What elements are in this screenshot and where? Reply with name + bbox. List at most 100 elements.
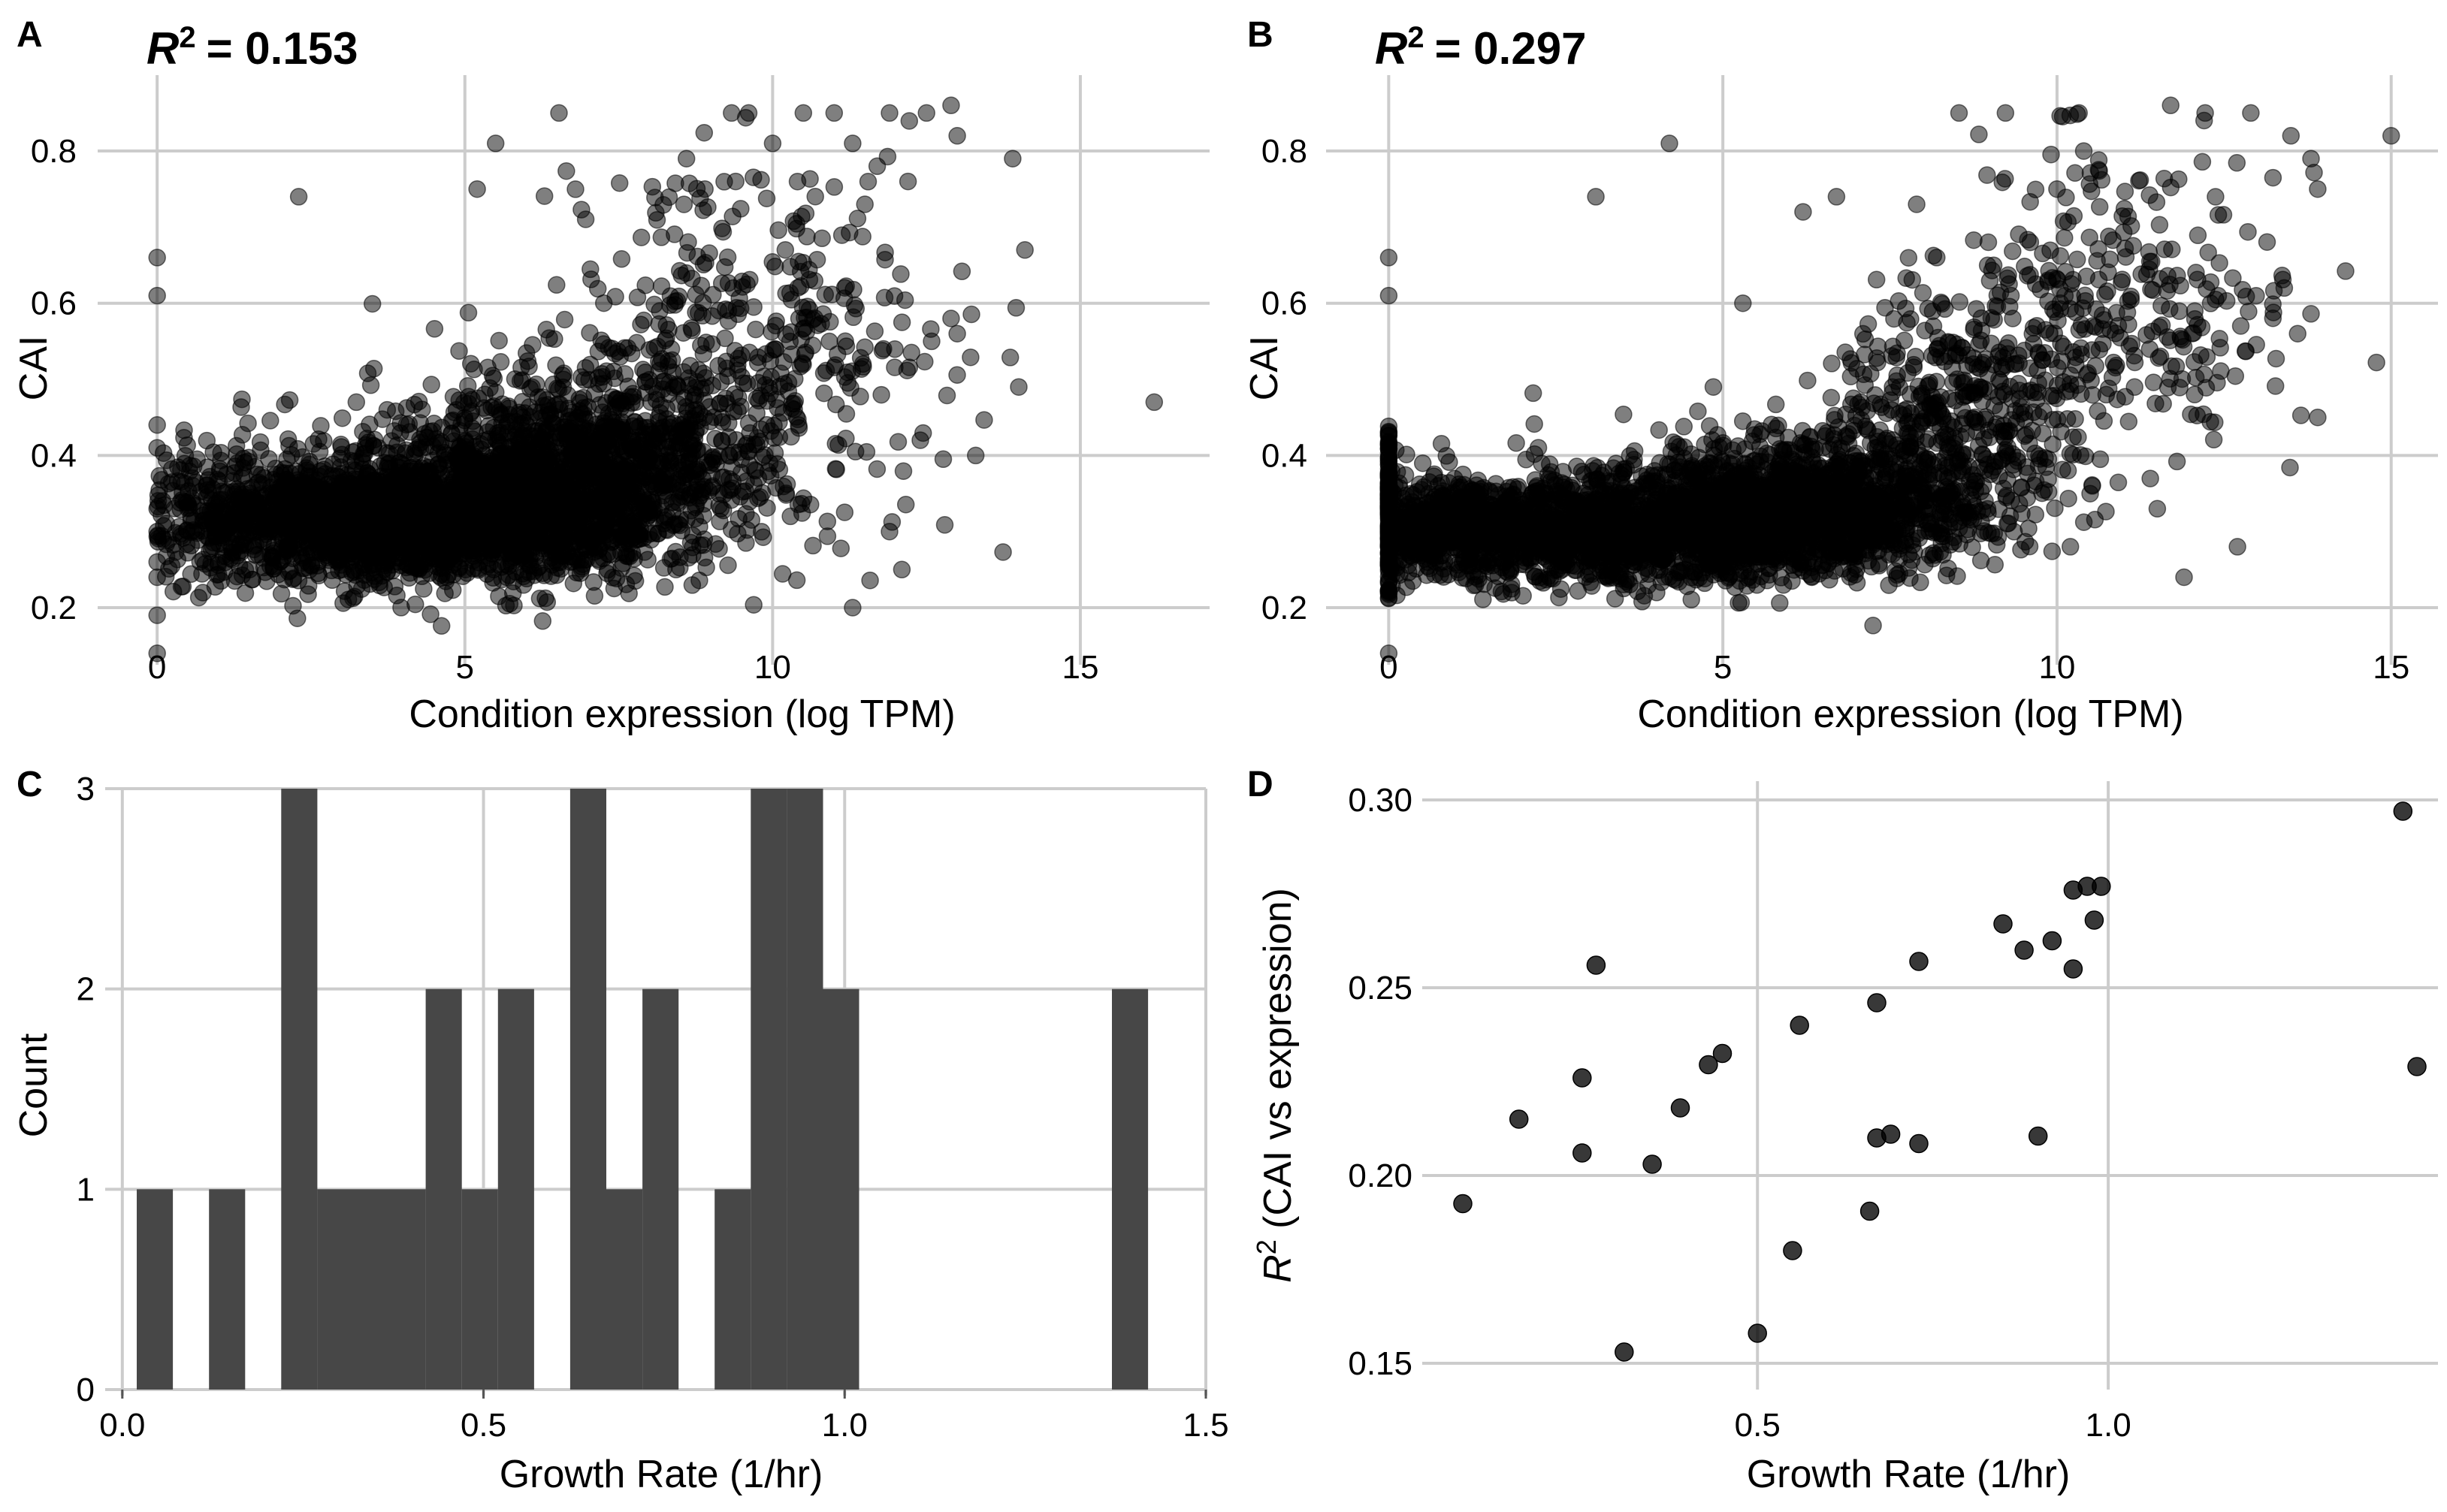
panel-a-data-point [953, 262, 971, 281]
panel-a-data-point [441, 530, 459, 549]
panel-a-data-point [1001, 349, 1020, 367]
panel-a-r2-value: = 0.153 [207, 23, 358, 74]
panel-a-data-point [648, 210, 666, 229]
panel-a-data-point [364, 360, 383, 378]
panel-a-letter: A [17, 15, 43, 55]
panel-a-data-point [835, 368, 854, 386]
panel-a-data-point [189, 588, 208, 607]
panel-a-data-point [509, 442, 528, 460]
panel-a-data-point [464, 412, 482, 430]
panel-a-r2-prefix: R [147, 23, 179, 74]
panel-a-data-point [669, 426, 687, 444]
panel-a-data-point [328, 466, 346, 485]
panel-a-r2-annotation: R2 = 0.153 [147, 21, 358, 74]
panel-a-data-point [226, 457, 244, 475]
panel-a-data-point [896, 495, 915, 514]
panel-a-data-point [713, 219, 731, 237]
panel-a-data-point [450, 342, 468, 361]
panel-a-data-point [554, 547, 572, 566]
panel-a-data-point [942, 96, 960, 115]
panel-a-data-point [805, 272, 824, 290]
panel-a-data-point [178, 521, 196, 540]
panel-a-data-point [798, 228, 816, 246]
panel-a-data-point [524, 336, 542, 354]
panel-a-data-point [148, 553, 166, 571]
panel-a-data-point [722, 490, 741, 509]
panel-a-data-point [470, 554, 488, 572]
panel-a-data-point [650, 315, 668, 333]
panel-b-points [1379, 96, 2400, 662]
panel-a-data-point [182, 536, 201, 555]
panel-a-data-point [148, 439, 166, 457]
panel-a-data-point [690, 536, 709, 554]
panel-a-data-point [692, 337, 710, 355]
panel-a-data-point [361, 376, 380, 394]
panel-a-data-point [962, 348, 980, 367]
panel-a-x-tick-label: 0 [148, 649, 166, 686]
panel-a-data-point [653, 350, 671, 368]
panel-a-data-point [781, 258, 799, 276]
panel-a-data-point [758, 499, 776, 517]
panel-a-data-point [535, 187, 554, 205]
panel-a-data-point [581, 355, 600, 374]
panel-a-data-point [712, 274, 731, 292]
panel-a-data-point [415, 515, 434, 533]
panel-a-data-point [881, 522, 899, 541]
panel-a-data-point [690, 571, 708, 590]
panel-a-data-point [468, 180, 486, 198]
panel-a-data-point [672, 266, 690, 285]
panel-a-data-point [301, 485, 319, 504]
panel-a-data-point [572, 201, 591, 219]
panel-a-data-point [148, 499, 166, 518]
panel-a-data-point [675, 195, 693, 213]
panel-a-data-point [808, 250, 826, 269]
panel-a-data-point [763, 322, 781, 341]
panel-a-data-point [545, 330, 563, 349]
panel-a-data-point [191, 553, 210, 571]
panel-a-data-point [900, 112, 919, 130]
panel-a-data-point [632, 315, 650, 333]
panel-a-data-point [548, 276, 566, 294]
panel-a-data-point [393, 484, 411, 502]
panel-a-data-point [339, 545, 358, 563]
panel-a-data-point [893, 560, 911, 579]
panel-a-data-point [486, 134, 505, 152]
panel-b-data-point [1771, 594, 1789, 612]
panel-a-data-point [757, 189, 776, 207]
panel-a-data-point [736, 108, 755, 127]
panel-a-data-point [948, 324, 966, 343]
panel-a-data-point [450, 558, 469, 576]
panel-a-data-point [818, 527, 837, 545]
panel-a-data-point [413, 479, 431, 498]
panel-a-data-point [225, 572, 244, 590]
panel-a-data-point [216, 553, 234, 572]
panel-a-data-point [597, 525, 616, 544]
panel-a-data-point [352, 494, 370, 513]
panel-a-data-point [486, 462, 504, 480]
panel-a-data-point [776, 240, 795, 259]
panel-a-data-point [312, 417, 330, 435]
panel-a-data-point [1004, 149, 1022, 167]
panel-a-data-point [301, 452, 319, 471]
panel-a-data-point [289, 609, 307, 627]
panel-a-data-point [344, 589, 362, 608]
panel-a-data-point [429, 444, 447, 462]
panel-a-data-point [612, 250, 631, 268]
panel-b-letter: B [1247, 15, 1273, 55]
panel-a-data-point [671, 548, 689, 566]
panel-a-data-point [359, 433, 378, 451]
panel-a-data-point [343, 563, 361, 582]
panel-a-data-point [782, 323, 800, 341]
panel-a-data-point [695, 409, 714, 427]
panel-a-data-point [844, 599, 862, 617]
panel-a-data-point [706, 430, 724, 448]
panel-a-data-point [333, 409, 352, 427]
panel-a-data-point [832, 226, 851, 244]
panel-a-data-point [1145, 393, 1164, 412]
panel-a-data-point [487, 383, 505, 402]
panel-a-data-point [666, 296, 684, 314]
panel-a-data-point [240, 505, 258, 524]
panel-a-data-point [948, 366, 966, 384]
panel-a-data-point [866, 322, 884, 340]
panel-a-data-point [210, 460, 229, 478]
